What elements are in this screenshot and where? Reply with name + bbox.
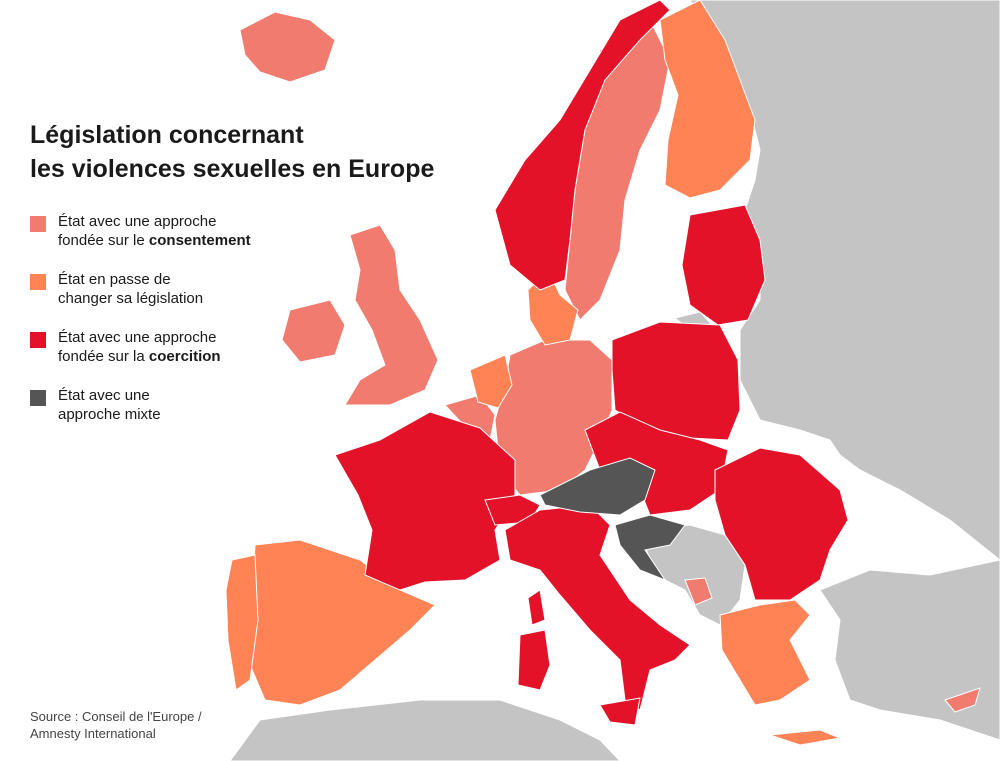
country-poland [611, 321, 741, 441]
country-montenegro [684, 577, 713, 606]
country-france [334, 411, 516, 591]
country-crete [769, 729, 842, 746]
legend-label-consent-bold: consentement [148, 232, 251, 249]
legend-label-changing-line2: changer sa législation [58, 290, 204, 307]
country-cyprus [944, 687, 981, 713]
country-italy [504, 504, 691, 711]
country-netherlands [469, 354, 513, 409]
country-iceland [239, 11, 336, 83]
legend-label-consent-line2: fondée sur le [58, 232, 149, 249]
country-germany [494, 339, 613, 496]
country-united-kingdom [344, 224, 439, 406]
country-sardinia [517, 629, 551, 691]
legend-label-mixed-line1: État avec une [58, 387, 150, 404]
legend-label-coercion-line2: fondée sur la [58, 348, 149, 365]
country-greece [719, 599, 811, 706]
legend-label-changing-line1: État en passe de [58, 271, 171, 288]
legend-label-consent-line1: État avec une approche [58, 213, 217, 230]
country-norway [494, 0, 671, 291]
title-line-2: les violences sexuelles en Europe [30, 155, 435, 183]
source-line-1: Source : Conseil de l'Europe / [30, 709, 202, 724]
legend-label-mixed-line2: approche mixte [58, 406, 161, 423]
country-austria [539, 457, 656, 516]
legend-swatch-mixed [30, 390, 46, 406]
legend-label-coercion-bold: coercition [148, 348, 221, 365]
map-title: Législation concernant les violences sex… [30, 118, 434, 186]
source-line-2: Amnesty International [30, 726, 156, 741]
land-north-africa [229, 699, 621, 761]
country-romania-bulgaria [714, 447, 849, 601]
legend-swatch-changing [30, 274, 46, 290]
country-corsica [527, 589, 546, 626]
legend-label-coercion-line1: État avec une approche [58, 329, 217, 346]
source-note: Source : Conseil de l'Europe / Amnesty I… [30, 708, 230, 742]
legend-swatch-consent [30, 216, 46, 232]
country-portugal [225, 554, 259, 691]
country-ireland [281, 299, 346, 363]
land-turkey [819, 559, 1000, 741]
country-baltics [681, 204, 766, 326]
legend-swatch-coercion [30, 332, 46, 348]
country-finland [659, 0, 756, 199]
country-croatia [614, 514, 686, 582]
title-line-1: Législation concernant [30, 121, 304, 149]
country-sicily [599, 697, 641, 726]
